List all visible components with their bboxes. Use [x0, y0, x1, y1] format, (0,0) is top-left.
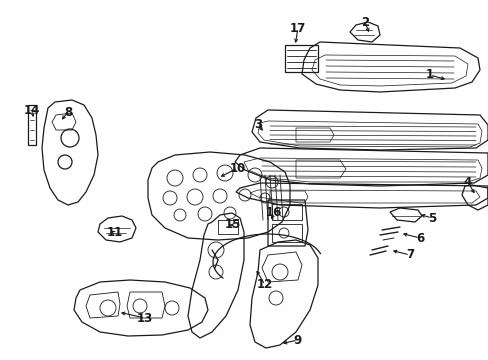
Text: 13: 13: [137, 311, 153, 324]
Text: 9: 9: [293, 333, 302, 346]
Text: 8: 8: [64, 105, 72, 118]
Text: 3: 3: [253, 118, 262, 131]
Text: 5: 5: [427, 211, 435, 225]
Text: 6: 6: [415, 231, 423, 244]
Text: 11: 11: [107, 226, 123, 239]
Text: 17: 17: [289, 22, 305, 35]
Text: 12: 12: [256, 279, 273, 292]
Text: 16: 16: [265, 207, 282, 220]
Text: 1: 1: [425, 68, 433, 81]
Text: 14: 14: [24, 104, 40, 117]
Text: 15: 15: [224, 219, 241, 231]
Text: 2: 2: [360, 15, 368, 28]
Text: 7: 7: [405, 248, 413, 261]
Text: 4: 4: [463, 175, 471, 189]
Text: 10: 10: [229, 162, 245, 175]
